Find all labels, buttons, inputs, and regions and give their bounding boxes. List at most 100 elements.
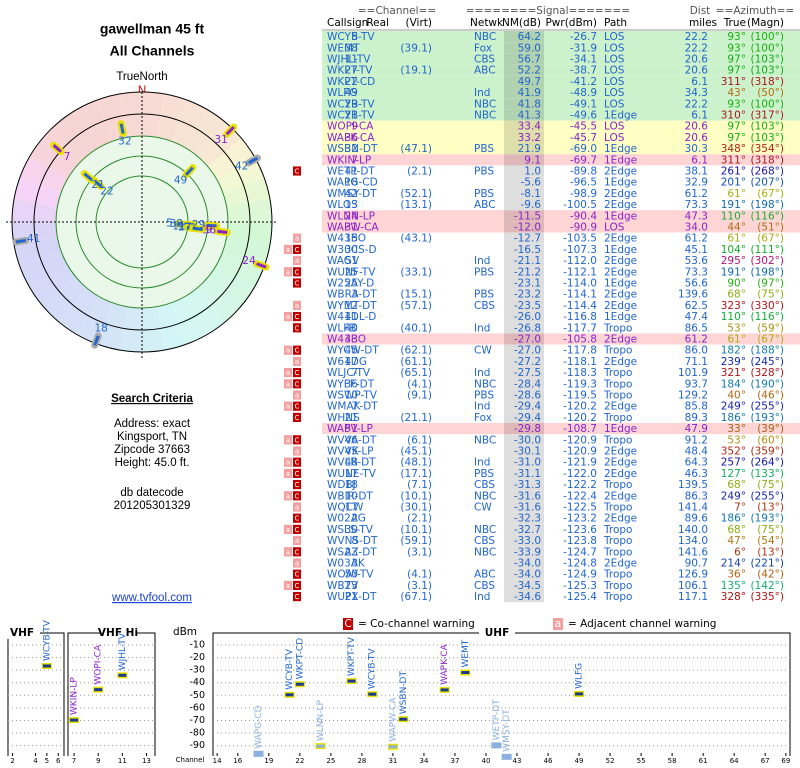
table-cell: WBTV bbox=[327, 580, 359, 592]
x-tick-label: 43 bbox=[513, 757, 522, 765]
x-tick-label: 67 bbox=[761, 757, 770, 765]
signal-bar bbox=[192, 226, 203, 231]
table-cell: -120.2 bbox=[563, 412, 597, 424]
table-cell: (59.1) bbox=[400, 535, 432, 547]
table-cell: WAGV bbox=[327, 255, 360, 267]
north-label: TrueNorth bbox=[116, 71, 167, 83]
table-cell: Ind bbox=[474, 87, 490, 99]
nm-column-shade bbox=[504, 490, 544, 502]
table-cell: 36 bbox=[345, 132, 359, 144]
table-cell: 20.6 bbox=[685, 121, 709, 133]
table-cell: -119.5 bbox=[563, 390, 597, 402]
nm-column-shade bbox=[504, 299, 544, 311]
table-cell: 47.9 bbox=[685, 423, 708, 435]
table-cell: 33.4 bbox=[518, 121, 542, 133]
nm-column-shade bbox=[504, 277, 544, 289]
column-group-header: ========Signal======= bbox=[466, 5, 630, 17]
table-cell: PBS bbox=[474, 390, 494, 402]
table-cell: LOS bbox=[604, 76, 625, 88]
table-cell: 104° bbox=[721, 244, 746, 256]
column-header: (Virt) bbox=[406, 17, 433, 29]
table-cell: WAPV-LP bbox=[327, 423, 373, 435]
table-cell: (188°) bbox=[751, 345, 784, 357]
table-cell: WEMT bbox=[327, 42, 360, 54]
row-background bbox=[322, 75, 800, 87]
table-cell: 2Edge bbox=[604, 558, 637, 570]
table-cell: (133°) bbox=[751, 468, 784, 480]
table-cell: 97° bbox=[727, 65, 746, 77]
warning-box bbox=[293, 592, 301, 602]
site-link[interactable]: www.tvfool.com bbox=[111, 592, 192, 604]
subtitle: All Channels bbox=[110, 43, 195, 59]
table-cell: 43° bbox=[727, 87, 746, 99]
warning-mark: a bbox=[286, 369, 290, 377]
table-cell: -124.7 bbox=[563, 546, 597, 558]
warning-box bbox=[293, 536, 301, 546]
nm-column-shade bbox=[504, 434, 544, 446]
table-cell: 239° bbox=[721, 356, 746, 368]
x-tick-label: 46 bbox=[544, 757, 553, 765]
table-cell: WCYB-TV bbox=[327, 98, 375, 110]
legend-mark: a bbox=[555, 618, 561, 630]
nm-column-shade bbox=[504, 333, 544, 345]
nm-column-shade bbox=[504, 344, 544, 356]
table-cell: Tropo bbox=[603, 524, 632, 536]
table-cell: (302°) bbox=[751, 255, 784, 267]
table-cell: -16.5 bbox=[514, 244, 541, 256]
table-cell: 90° bbox=[727, 278, 746, 290]
table-cell: (3.1) bbox=[407, 580, 432, 592]
station-channel-label: 49 bbox=[174, 175, 187, 187]
table-cell: 13 bbox=[345, 199, 358, 211]
table-cell: (13°) bbox=[757, 546, 784, 558]
table-cell: -114.4 bbox=[563, 300, 597, 312]
db-code: 201205301329 bbox=[114, 500, 191, 512]
signal-bar bbox=[15, 238, 26, 244]
row-background bbox=[322, 299, 800, 311]
nm-column-shade bbox=[504, 98, 544, 110]
table-cell: 73.3 bbox=[685, 199, 708, 211]
x-tick-label: 13 bbox=[142, 757, 151, 765]
table-cell: 7 bbox=[351, 154, 358, 166]
warning-box bbox=[293, 267, 301, 277]
nm-column-shade bbox=[504, 243, 544, 255]
table-cell: 1Edge bbox=[604, 154, 637, 166]
table-cell: (198°) bbox=[751, 266, 784, 278]
station-channel-label: 38 bbox=[170, 218, 183, 230]
table-cell: (2.1) bbox=[407, 513, 432, 525]
x-tick-label: 9 bbox=[96, 757, 100, 765]
table-cell: -49.6 bbox=[570, 110, 597, 122]
table-cell: 32.9 bbox=[685, 177, 708, 189]
nm-column-shade bbox=[504, 456, 544, 468]
table-cell: 22 bbox=[345, 76, 358, 88]
criteria-line: Address: exact bbox=[114, 418, 191, 430]
table-cell: 18 bbox=[345, 479, 358, 491]
table-cell: -90.4 bbox=[570, 210, 597, 222]
table-cell: -31.6 bbox=[514, 502, 541, 514]
row-background bbox=[322, 255, 800, 267]
table-cell: -114.1 bbox=[563, 289, 597, 301]
warning-box bbox=[293, 278, 301, 288]
table-cell: 2Edge bbox=[604, 457, 637, 469]
table-cell: -123.8 bbox=[563, 535, 597, 547]
warning-mark: C bbox=[295, 526, 300, 534]
table-cell: -23.1 bbox=[514, 278, 541, 290]
table-cell: (48.1) bbox=[400, 457, 432, 469]
table-cell: WUPX-DT bbox=[327, 591, 377, 603]
warning-box bbox=[293, 390, 301, 400]
table-cell: (50°) bbox=[757, 87, 784, 99]
table-cell: Ind bbox=[474, 401, 490, 413]
table-cell: 7 bbox=[351, 367, 358, 379]
spectrum-callsign: WCYB-TV bbox=[368, 648, 378, 690]
band-title-bg bbox=[4, 627, 40, 639]
warning-mark: a bbox=[295, 537, 299, 545]
signal-bar bbox=[52, 143, 63, 153]
table-cell: (46°) bbox=[757, 390, 784, 402]
table-cell: 140.0 bbox=[678, 524, 708, 536]
table-cell: (193°) bbox=[751, 513, 784, 525]
column-header: Path bbox=[604, 17, 627, 29]
warning-box bbox=[293, 524, 301, 534]
table-cell: -12.0 bbox=[514, 222, 541, 234]
nm-column-shade bbox=[504, 389, 544, 401]
table-cell: 321° bbox=[721, 367, 746, 379]
warning-mark: a bbox=[286, 459, 290, 467]
